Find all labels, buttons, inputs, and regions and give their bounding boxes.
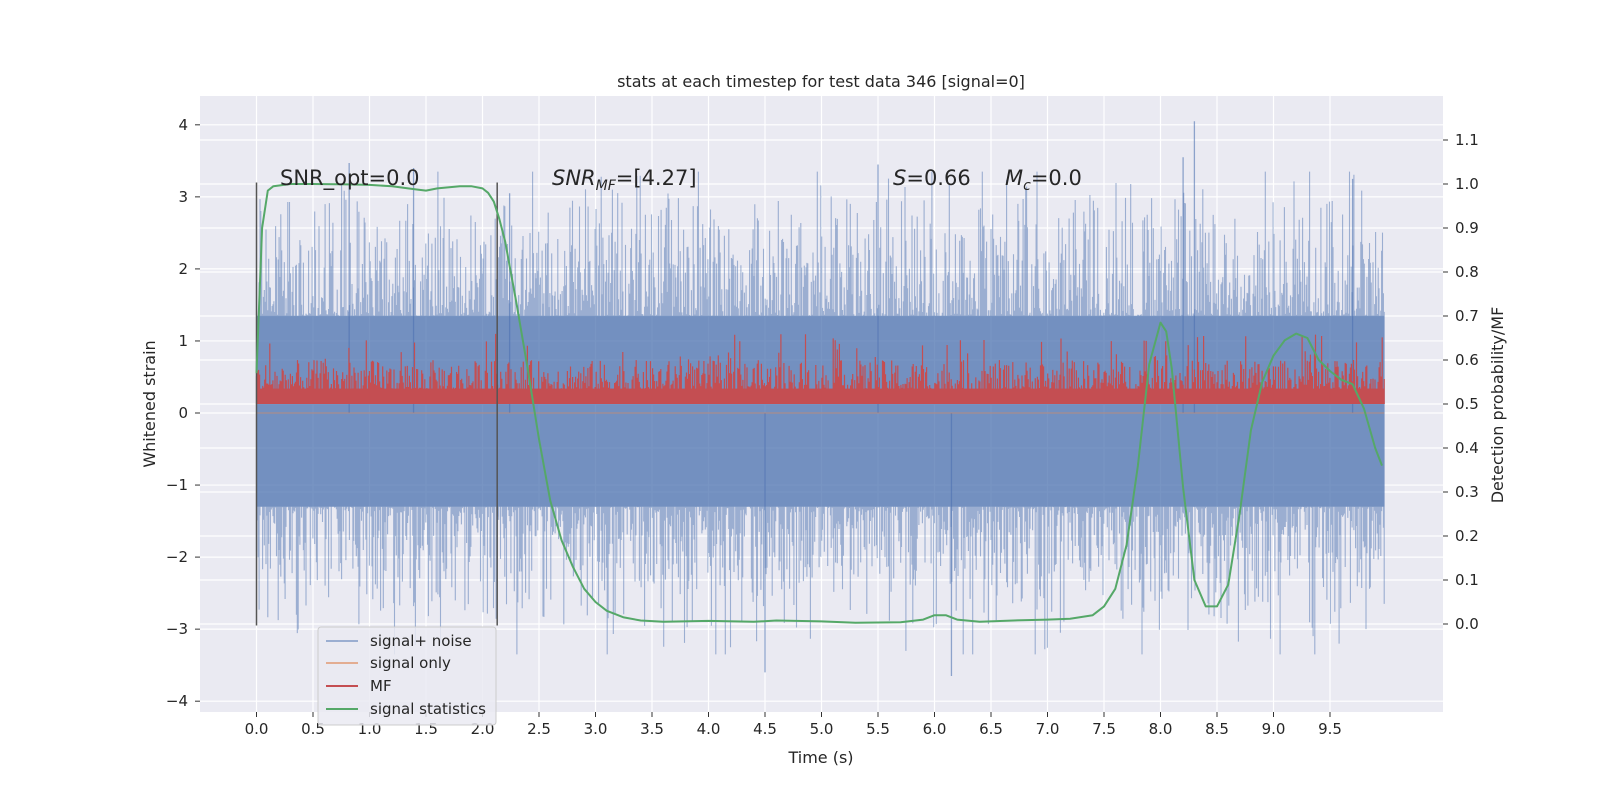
x-tick-label: 9.0: [1262, 720, 1286, 738]
y-right-tick-label: 0.9: [1455, 219, 1479, 237]
y-axis-label-right: Detection probability/MF: [1488, 307, 1507, 504]
snr-mf-subscript: MF: [596, 178, 617, 194]
legend-label-signal-only: signal only: [370, 654, 451, 672]
x-tick-label: 9.5: [1318, 720, 1342, 738]
y-right-tick-label: 0.0: [1455, 615, 1479, 633]
snr-mf-value: =[4.27]: [616, 166, 697, 190]
y-right-tick-label: 0.3: [1455, 483, 1479, 501]
y-right-tick-label: 0.2: [1455, 527, 1479, 545]
annotation-mc: Mc=0.0: [1005, 166, 1082, 194]
y-right-tick-label: 1.0: [1455, 175, 1479, 193]
legend-label-signal-statistics: signal statistics: [370, 700, 486, 718]
x-tick-label: 4.5: [753, 720, 777, 738]
chart-title: stats at each timestep for test data 346…: [617, 72, 1025, 91]
legend: signal+ noise signal only MF signal stat…: [317, 626, 497, 726]
y-left-tick-label: 0: [178, 404, 188, 422]
x-axis-label: Time (s): [787, 748, 853, 767]
annotation-snr-opt: SNR_opt=0.0: [280, 166, 420, 191]
y-left-tick-label: −2: [166, 548, 188, 566]
x-tick-label: 6.5: [979, 720, 1003, 738]
legend-label-signal-noise: signal+ noise: [370, 632, 472, 650]
y-right-tick-label: 0.5: [1455, 395, 1479, 413]
signal-statistics-line: [255, 183, 1383, 624]
x-tick-label: 8.5: [1205, 720, 1229, 738]
snr-mf-prefix: SNR: [552, 166, 596, 190]
y-right-tick-label: 0.8: [1455, 263, 1479, 281]
y-left-tick-label: 3: [178, 188, 188, 206]
marker-layer: [255, 182, 498, 626]
annotation-s: S=0.66: [893, 166, 971, 190]
s-prefix: S: [893, 166, 906, 190]
x-tick-label: 5.5: [866, 720, 890, 738]
y-left-tick-label: 4: [178, 116, 188, 134]
y-left-tick-label: 1: [178, 332, 188, 350]
y-right-tick-label: 0.7: [1455, 307, 1479, 325]
signal-noise-band: [256, 315, 1385, 507]
y-right-tick-label: 0.1: [1455, 571, 1479, 589]
mf-base-band: [256, 388, 1385, 404]
legend-box: [317, 626, 497, 726]
x-tick-label: 5.0: [810, 720, 834, 738]
s-value: =0.66: [906, 166, 970, 190]
x-tick-label: 0.0: [245, 720, 269, 738]
x-tick-label: 8.0: [1149, 720, 1173, 738]
x-tick-label: 7.5: [1092, 720, 1116, 738]
signal-noise-layer: [255, 121, 1385, 676]
x-tick-label: 2.5: [527, 720, 551, 738]
legend-label-mf: MF: [370, 677, 392, 695]
y-left-tick-label: −1: [166, 476, 188, 494]
annotation-snr-mf: SNRMF=[4.27]: [552, 166, 697, 194]
mc-value: =0.0: [1031, 166, 1082, 190]
x-tick-label: 4.0: [697, 720, 721, 738]
x-tick-label: 3.5: [640, 720, 664, 738]
stats-layer: [255, 183, 1383, 624]
x-tick-label: 6.0: [923, 720, 947, 738]
y-left-tick-label: −4: [166, 692, 188, 710]
y-left-tick-label: 2: [178, 260, 188, 278]
x-tick-label: 7.0: [1036, 720, 1060, 738]
x-tick-label: 3.0: [584, 720, 608, 738]
mc-subscript: c: [1023, 178, 1031, 194]
y-right-tick-label: 1.1: [1455, 131, 1479, 149]
mc-prefix: M: [1005, 166, 1023, 190]
y-left-tick-label: −3: [166, 620, 188, 638]
y-axis-label-left: Whitened strain: [140, 340, 159, 467]
y-right-tick-label: 0.6: [1455, 351, 1479, 369]
y-right-tick-label: 0.4: [1455, 439, 1479, 457]
